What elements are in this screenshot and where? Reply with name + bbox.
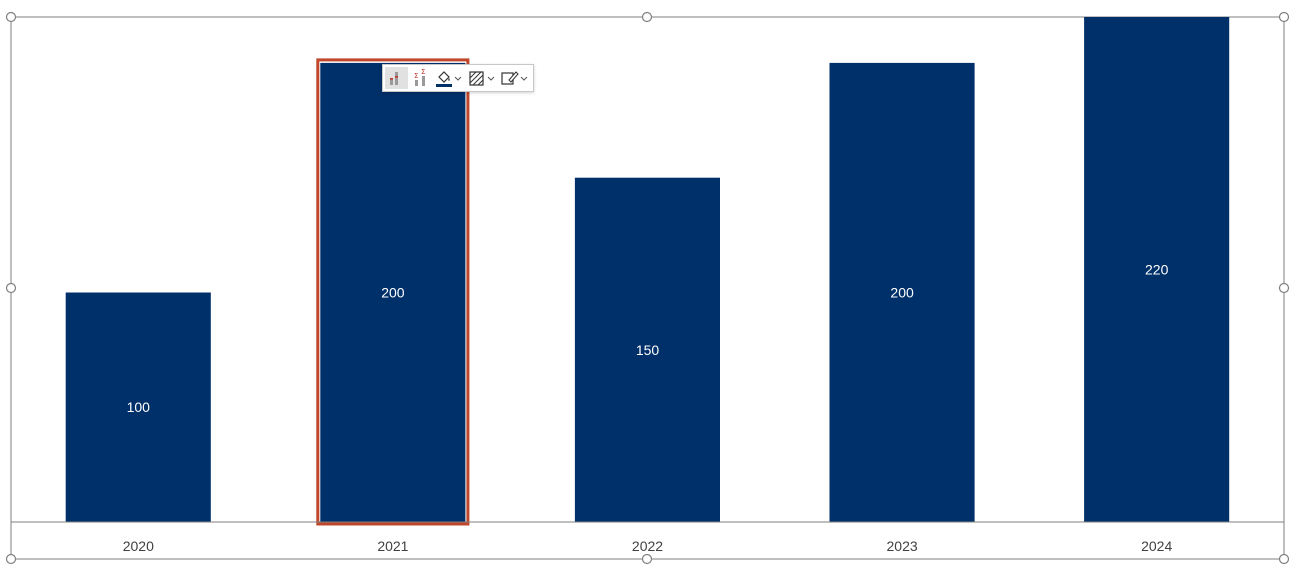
data-label-2023[interactable]: 200 [890,285,914,301]
resize-handle-middle-left[interactable] [5,282,17,294]
chart-elements-button[interactable] [385,67,408,89]
pattern-fill-button[interactable] [466,67,497,89]
svg-text:Σ: Σ [414,72,418,80]
x-tick-label-2020: 2020 [123,538,154,554]
bar-2024[interactable] [1084,17,1230,522]
x-tick-label-2022: 2022 [632,538,663,554]
bar-2021[interactable] [320,62,466,523]
bars-layer: 100 200 150 200 220 [65,17,1230,526]
chart-elements-icon [390,72,399,85]
chevron-down-icon [520,76,528,81]
chevron-down-icon [487,76,495,81]
resize-handles[interactable] [5,11,1290,565]
resize-handle-bottom-middle[interactable] [641,553,653,565]
x-tick-label-2024: 2024 [1141,538,1172,554]
data-label-2024[interactable]: 220 [1145,262,1169,278]
sum-bars-icon: Σ Σ [414,68,425,86]
bar-2023[interactable] [829,62,975,523]
bar-2020[interactable] [65,292,211,523]
x-tick-label-2021: 2021 [377,538,408,554]
resize-handle-top-right[interactable] [1278,11,1290,23]
data-label-2020[interactable]: 100 [127,399,151,415]
chart-mini-toolbar: Σ Σ [382,64,534,92]
data-label-2022[interactable]: 150 [636,342,660,358]
sum-bars-button[interactable]: Σ Σ [410,67,431,89]
resize-handle-middle-right[interactable] [1278,282,1290,294]
resize-handle-top-left[interactable] [5,11,17,23]
paint-bucket-icon [436,71,453,87]
bar-2022[interactable] [574,177,720,522]
hatch-fill-icon [469,71,484,86]
fill-color-button[interactable] [433,67,464,89]
bar-selection-outline [316,58,470,526]
resize-handle-bottom-right[interactable] [1278,553,1290,565]
resize-handle-top-middle[interactable] [641,11,653,23]
resize-handle-bottom-left[interactable] [5,553,17,565]
x-tick-label-2023: 2023 [887,538,918,554]
outline-button[interactable] [498,67,529,89]
data-label-2021[interactable]: 200 [381,285,405,301]
chevron-down-icon [455,76,462,81]
ticks-layer: 2020 2021 2022 2023 2024 [123,538,1173,554]
outline-pen-icon [501,71,519,85]
svg-text:Σ: Σ [421,68,425,76]
